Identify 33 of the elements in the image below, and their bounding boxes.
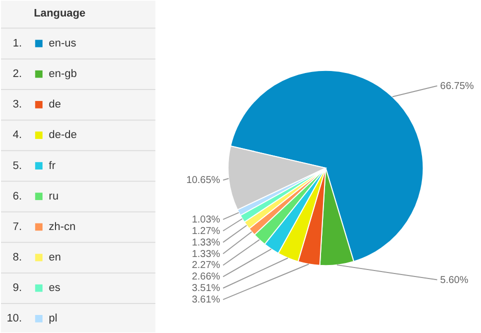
text: 3. <box>12 98 22 111</box>
data-label: 3.61% <box>192 294 220 306</box>
text: 6. <box>12 190 22 202</box>
text: 5. <box>12 160 22 172</box>
pie-slice <box>230 70 424 262</box>
legend-label: en <box>48 252 61 264</box>
data-label: 1.27% <box>192 226 220 237</box>
data-label: 1.33% <box>192 248 220 260</box>
legend-label: ru <box>48 190 59 202</box>
text: 7. <box>12 220 22 233</box>
data-label: 2.66% <box>192 272 220 283</box>
data-label: 2.27% <box>192 260 220 272</box>
data-label: 1.03% <box>192 214 220 226</box>
text: 4. <box>12 129 22 142</box>
legend-label: de <box>48 98 61 111</box>
text: 10. <box>6 312 22 325</box>
text: 8. <box>12 252 22 264</box>
text: 2. <box>12 68 22 80</box>
legend-label: de-de <box>48 129 77 142</box>
legend-label: pl <box>48 312 58 325</box>
legend-label: en-us <box>48 38 77 50</box>
legend-label: es <box>48 282 61 294</box>
text: 9. <box>12 282 22 294</box>
legend-title: Language <box>34 8 86 20</box>
data-label: 5.60% <box>440 274 469 286</box>
data-label: 10.65% <box>186 175 220 186</box>
legend-label: fr <box>48 160 56 172</box>
text: 1. <box>12 38 22 50</box>
data-label: 3.51% <box>192 283 220 294</box>
legend-label: zh-cn <box>48 220 76 233</box>
legend-label: en-gb <box>48 68 77 80</box>
data-label: 1.33% <box>192 237 220 248</box>
data-label: 66.75% <box>440 80 474 92</box>
